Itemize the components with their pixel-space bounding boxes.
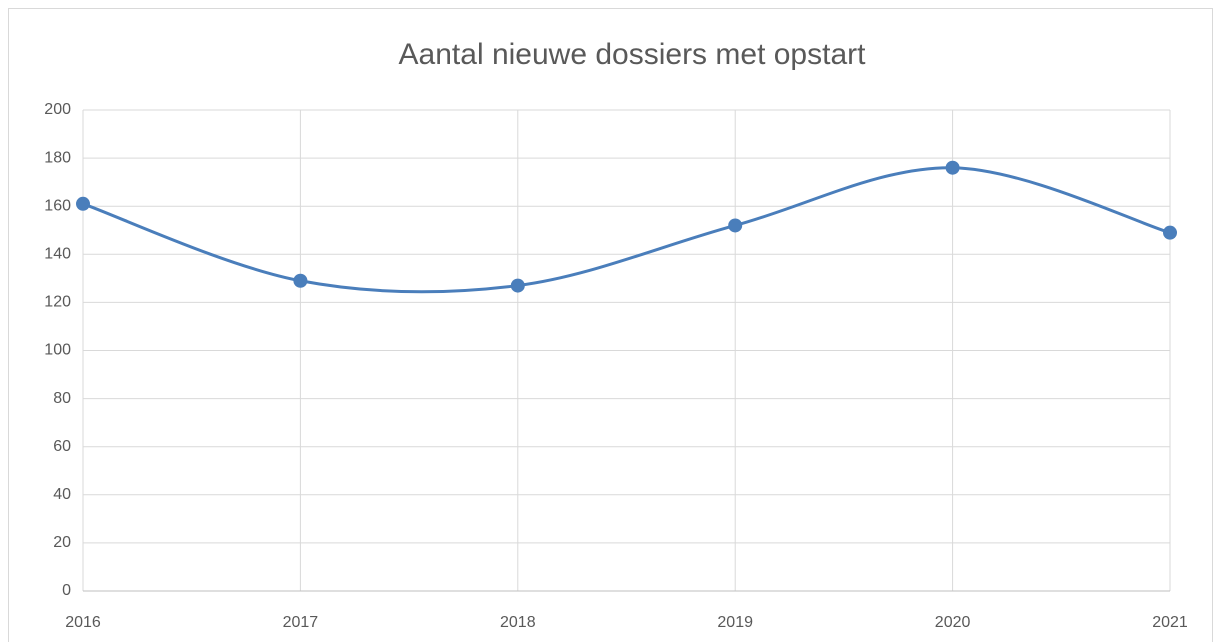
x-tick-label: 2020: [935, 614, 971, 631]
x-tick-label: 2016: [65, 614, 101, 631]
y-tick-label: 160: [44, 197, 71, 214]
x-tick-label: 2017: [283, 614, 319, 631]
data-point: [1163, 225, 1177, 240]
x-tick-label: 2019: [717, 614, 753, 631]
data-point: [945, 160, 960, 175]
series-line: [82, 166, 1171, 294]
data-point: [728, 218, 743, 233]
y-tick-label: 0: [62, 582, 71, 599]
data-point: [510, 278, 525, 293]
y-tick-label: 200: [44, 101, 71, 118]
data-point: [76, 196, 90, 211]
y-tick-label: 180: [44, 149, 71, 166]
y-tick-label: 60: [53, 438, 71, 455]
chart-border: [8, 8, 1213, 642]
chart-title: Aantal nieuwe dossiers met opstart: [399, 38, 867, 71]
x-tick-label: 2018: [500, 614, 536, 631]
y-tick-label: 120: [44, 294, 71, 311]
x-tick-label: 2021: [1152, 614, 1188, 631]
y-tick-label: 80: [53, 390, 71, 407]
data-point: [293, 273, 308, 288]
y-tick-label: 100: [44, 342, 71, 359]
y-tick-label: 140: [44, 246, 71, 263]
y-tick-label: 20: [53, 534, 71, 551]
y-tick-label: 40: [53, 486, 71, 503]
